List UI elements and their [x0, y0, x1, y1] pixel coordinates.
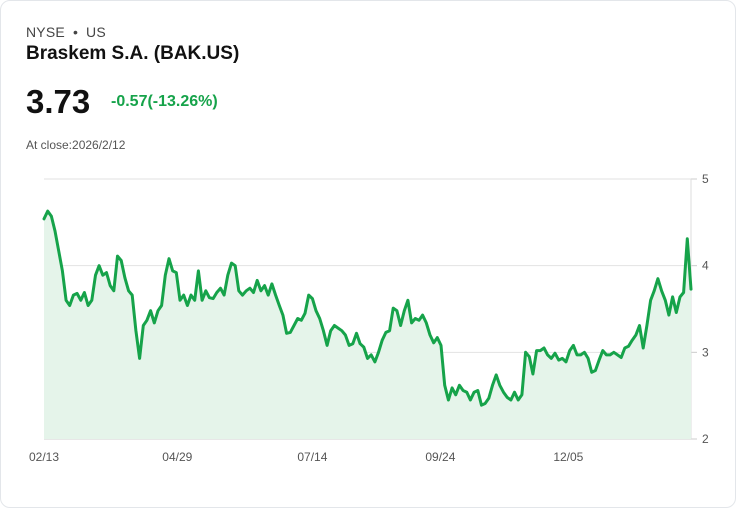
price-change: -0.57(-13.26%): [111, 93, 218, 110]
price-line: [42, 209, 693, 407]
region-label: US: [86, 24, 106, 40]
x-tick-label: 04/29: [162, 450, 192, 464]
stock-name: Braskem S.A. (BAK.US): [26, 43, 240, 64]
x-tick-label: 12/05: [553, 450, 583, 464]
separator-dot: •: [72, 24, 79, 40]
x-tick-label: 09/24: [425, 450, 455, 464]
price-area-fill: [44, 211, 691, 439]
x-tick-label: 07/14: [297, 450, 327, 464]
y-tick-label: 5: [702, 172, 709, 186]
y-tick-label: 3: [702, 345, 709, 359]
exchange-line: NYSE • US: [26, 24, 106, 40]
x-tick-label: 02/13: [29, 450, 59, 464]
y-tick-label: 4: [702, 259, 709, 273]
exchange-label: NYSE: [26, 24, 65, 40]
close-date: At close:2026/2/12: [26, 138, 126, 152]
y-tick-label: 2: [702, 432, 709, 446]
stock-price: 3.73: [26, 83, 91, 120]
